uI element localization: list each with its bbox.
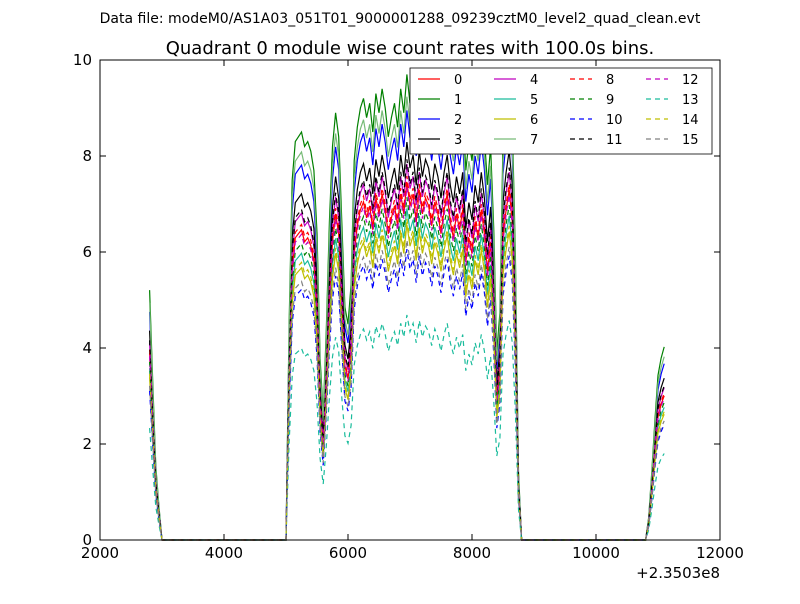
y-tick-label: 10 xyxy=(73,51,92,69)
x-tick-label: 6000 xyxy=(329,544,367,562)
y-tick-label: 2 xyxy=(82,435,92,453)
x-tick-label: 4000 xyxy=(205,544,243,562)
y-tick-label: 8 xyxy=(82,147,92,165)
legend-label-0: 0 xyxy=(454,73,462,88)
legend-label-8: 8 xyxy=(606,73,614,88)
y-tick-label: 6 xyxy=(82,243,92,261)
chart-title: Quadrant 0 module wise count rates with … xyxy=(166,38,655,59)
legend-label-9: 9 xyxy=(606,93,614,108)
x-tick-label: 12000 xyxy=(696,544,744,562)
plot-frame xyxy=(99,59,721,541)
x-axis-offset-label: +2.3503e8 xyxy=(636,564,720,582)
legend-label-7: 7 xyxy=(530,133,538,148)
legend-label-15: 15 xyxy=(682,133,699,148)
y-tick-label: 4 xyxy=(82,339,92,357)
x-tick-label: 8000 xyxy=(453,544,491,562)
legend-label-13: 13 xyxy=(682,93,699,108)
series-line-9 xyxy=(149,197,665,541)
y-tick-label: 0 xyxy=(82,531,92,549)
legend-label-14: 14 xyxy=(682,113,699,128)
legend-label-11: 11 xyxy=(606,133,623,148)
legend-label-12: 12 xyxy=(682,73,699,88)
x-tick-label: 2000 xyxy=(81,544,119,562)
legend-label-3: 3 xyxy=(454,133,462,148)
legend-label-4: 4 xyxy=(530,73,538,88)
legend-label-10: 10 xyxy=(606,113,623,128)
legend-label-1: 1 xyxy=(454,93,462,108)
x-tick-label: 10000 xyxy=(572,544,620,562)
legend-label-6: 6 xyxy=(530,113,538,128)
chart-suptitle: Data file: modeM0/AS1A03_051T01_90000012… xyxy=(100,11,701,27)
legend-label-2: 2 xyxy=(454,113,462,128)
legend-box xyxy=(409,67,713,155)
legend-label-5: 5 xyxy=(530,93,538,108)
